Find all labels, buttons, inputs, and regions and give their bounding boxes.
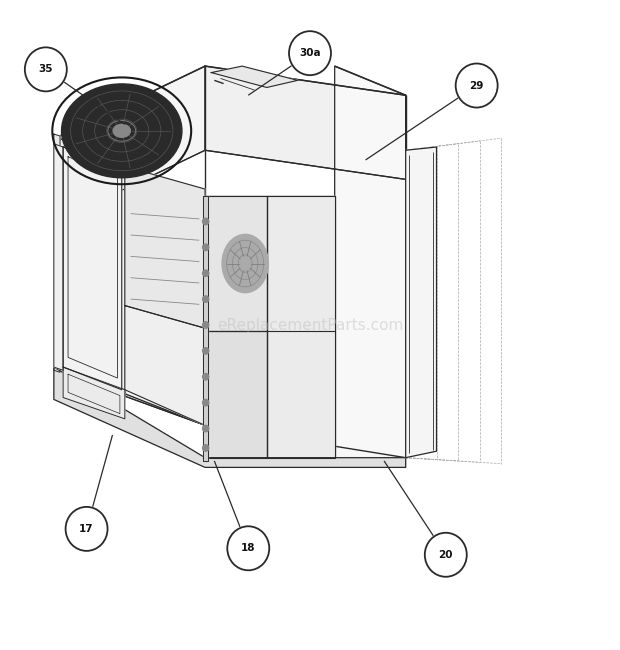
Circle shape [203,348,209,354]
Polygon shape [54,134,60,372]
Text: eReplacementParts.com: eReplacementParts.com [217,317,403,333]
Circle shape [228,526,269,570]
Circle shape [425,533,467,577]
Polygon shape [125,306,205,425]
Text: 30a: 30a [299,48,321,58]
Circle shape [203,322,209,328]
Circle shape [203,445,209,451]
Polygon shape [205,196,335,458]
Text: 18: 18 [241,543,255,553]
Polygon shape [205,196,267,332]
Polygon shape [57,66,205,222]
Polygon shape [54,144,63,370]
Polygon shape [205,332,267,458]
Text: 20: 20 [438,550,453,560]
Ellipse shape [61,84,182,177]
Circle shape [66,507,107,551]
Polygon shape [205,66,405,179]
Circle shape [203,270,209,276]
Polygon shape [54,367,405,467]
Ellipse shape [222,235,268,292]
Polygon shape [267,196,335,458]
Circle shape [203,218,209,225]
Polygon shape [203,196,208,461]
Text: 35: 35 [38,64,53,74]
Polygon shape [63,367,125,419]
Polygon shape [211,66,298,88]
Circle shape [289,31,331,75]
Circle shape [203,374,209,380]
Text: 17: 17 [79,524,94,534]
Circle shape [203,400,209,406]
Circle shape [25,47,67,92]
Circle shape [203,296,209,302]
Circle shape [203,425,209,432]
Polygon shape [125,166,205,328]
Polygon shape [57,137,125,396]
Polygon shape [335,66,405,458]
Circle shape [203,244,209,250]
Polygon shape [63,147,122,390]
Circle shape [456,64,498,107]
Text: 29: 29 [469,81,484,90]
Polygon shape [405,147,436,458]
Polygon shape [230,209,335,448]
Polygon shape [125,166,205,425]
Ellipse shape [113,124,130,137]
